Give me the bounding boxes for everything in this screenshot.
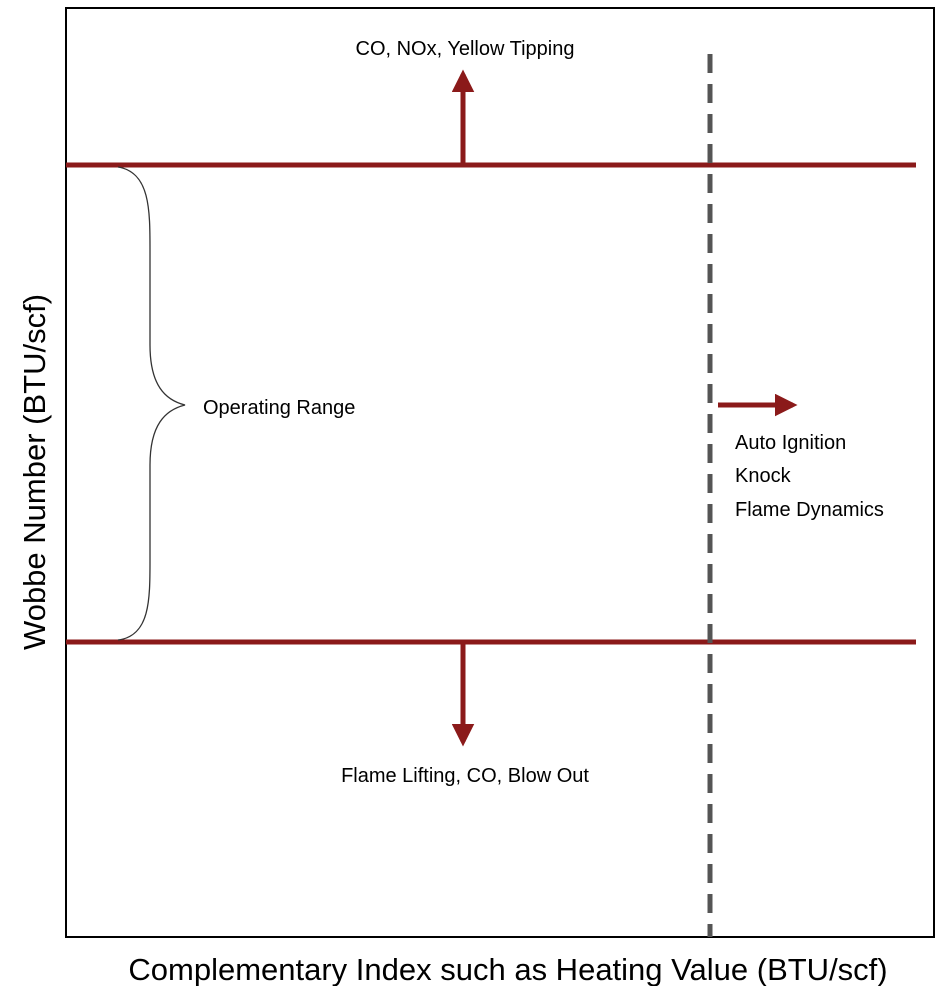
below-lower-limit-label: Flame Lifting, CO, Blow Out xyxy=(341,765,589,787)
knock-label: Knock xyxy=(735,465,792,487)
above-upper-limit-label: CO, NOx, Yellow Tipping xyxy=(356,38,575,60)
operating-range-label: Operating Range xyxy=(203,397,355,419)
flame-dynamics-label: Flame Dynamics xyxy=(735,499,884,521)
y-axis-label: Wobbe Number (BTU/scf) xyxy=(17,294,52,650)
plot-frame xyxy=(65,7,935,938)
operating-range-brace xyxy=(117,166,186,641)
auto-ignition-label: Auto Ignition xyxy=(735,432,846,454)
x-axis-label: Complementary Index such as Heating Valu… xyxy=(128,952,887,986)
